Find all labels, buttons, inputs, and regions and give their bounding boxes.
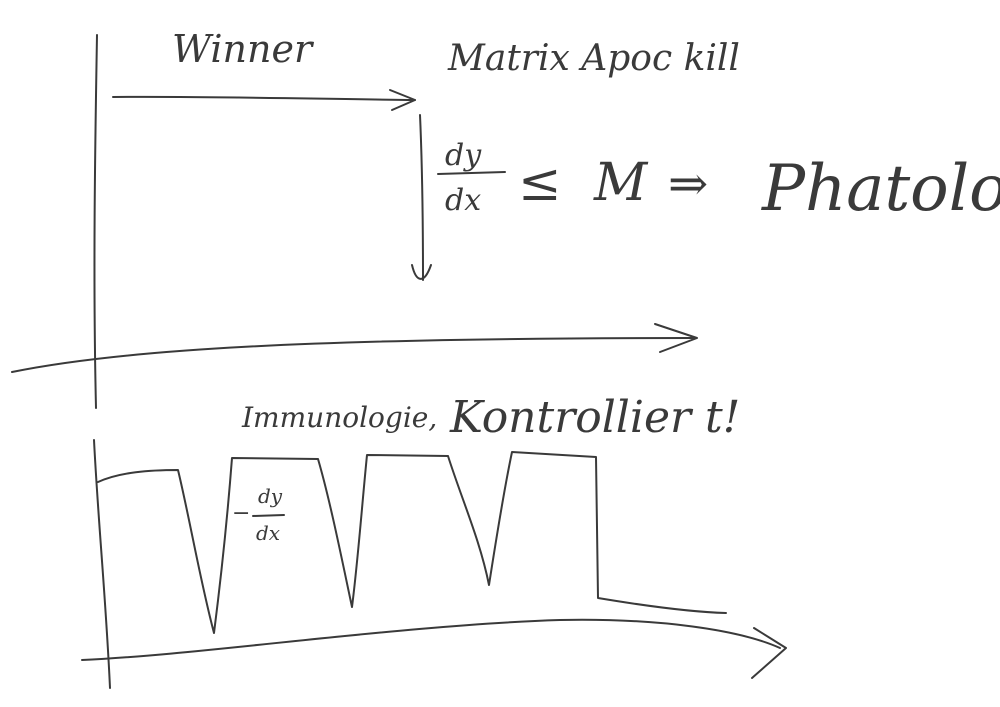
implies-symbol: ⇒	[668, 156, 708, 212]
matrix-label: Matrix Apoc kill	[447, 38, 740, 79]
controlled-label: Kontrollier t!	[449, 392, 740, 443]
lower-horizontal-arrowhead	[752, 628, 786, 678]
winner-arrow	[113, 97, 415, 100]
lower-vertical-axis	[94, 440, 110, 688]
upper-horizontal-axis	[12, 338, 695, 372]
leq-symbol: ≤	[518, 153, 562, 213]
derivative-denominator: dx	[445, 183, 481, 218]
m-symbol: M	[593, 153, 649, 213]
lower-horizontal-axis	[82, 620, 780, 660]
lower-derivative-numerator: dy	[258, 484, 283, 508]
down-arrow	[420, 115, 423, 280]
pathology-label: Phatolog	[761, 152, 1000, 226]
lower-fraction-bar	[253, 515, 284, 516]
oscillation-curve	[98, 452, 726, 633]
neg-sign: −	[232, 501, 250, 526]
down-arrowhead	[412, 265, 431, 279]
immunology-label: Immunologie,	[241, 401, 437, 434]
upper-vertical-axis	[94, 35, 97, 408]
lower-derivative-denominator: dx	[256, 521, 280, 545]
winner-label: Winner	[172, 27, 315, 71]
derivative-numerator: dy	[445, 138, 482, 173]
